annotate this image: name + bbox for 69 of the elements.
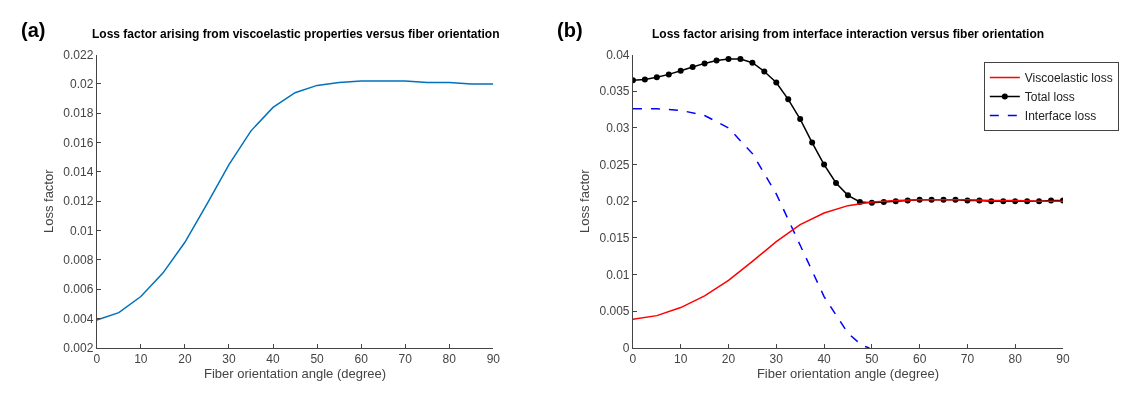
y-axis-title: Loss factor [577, 168, 593, 234]
y-tick-label: 0.008 [63, 253, 94, 268]
point [821, 161, 828, 168]
x-axis-title: Fiber orientation angle (degree) [756, 366, 940, 382]
point [653, 74, 660, 81]
line-series [96, 80, 494, 321]
y-tick-label: 0.02 [606, 194, 630, 209]
text: (b) [557, 19, 583, 41]
point [725, 56, 732, 62]
x-tick-label: 80 [1008, 352, 1023, 367]
chart-title: Loss factor arising from interface interaction versus fiber orientation [652, 27, 1045, 41]
x-tick-label: 20 [721, 352, 736, 367]
x-tick-label: 60 [354, 352, 369, 367]
y-tick-label: 0.02 [70, 77, 94, 92]
y-tick-label: 0.04 [606, 47, 630, 62]
y-tick-label: 0.035 [599, 84, 630, 99]
point [665, 71, 672, 78]
y-tick-label: 0.005 [599, 304, 630, 319]
y-tick-label: 0.03 [606, 121, 630, 136]
y-axis-title: Loss factor [41, 168, 57, 234]
y-tick-label: 0.006 [63, 282, 94, 297]
line-series [632, 108, 871, 348]
x-tick-label: 40 [266, 352, 281, 367]
legend-label: Interface loss [1024, 109, 1097, 124]
x-tick-label: 50 [310, 352, 325, 367]
point [773, 79, 780, 86]
legend-label: Viscoelastic loss [1024, 71, 1113, 86]
point [833, 179, 840, 186]
x-tick-label: 80 [442, 352, 457, 367]
y-tick-label: 0.01 [606, 267, 630, 282]
x-tick-label: 40 [817, 352, 832, 367]
y-tick-label: 0.014 [63, 165, 94, 180]
point [785, 96, 792, 103]
x-tick-label: 30 [222, 352, 236, 367]
y-tick-label: 0.01 [70, 223, 94, 238]
x-tick-label: 20 [178, 352, 192, 367]
x-tick-label: 70 [960, 352, 975, 367]
y-tick-label: 0.012 [63, 194, 94, 209]
x-tick-label: 30 [769, 352, 784, 367]
point [701, 60, 708, 67]
x-tick-label: 10 [134, 352, 148, 367]
point [844, 192, 851, 199]
y-tick-label: 0 [622, 341, 630, 356]
point [677, 67, 684, 74]
chart-title: Loss factor arising from viscoelastic properties versus fiber orientation [92, 27, 500, 41]
y-tick-label: 0.018 [63, 106, 94, 121]
text: (a) [21, 19, 46, 41]
point [749, 59, 756, 66]
x-tick-label: 90 [1056, 352, 1070, 367]
point [797, 116, 804, 123]
y-tick-label: 0.022 [63, 47, 94, 62]
point [713, 57, 720, 64]
point [689, 64, 696, 71]
x-tick-label: 60 [912, 352, 927, 367]
x-tick-label: 10 [674, 352, 688, 367]
point [761, 68, 768, 75]
x-tick-label: 90 [486, 352, 501, 367]
y-tick-label: 0.025 [599, 157, 630, 172]
x-tick-label: 50 [865, 352, 879, 367]
y-tick-label: 0.002 [63, 341, 94, 356]
x-axis-title: Fiber orientation angle (degree) [203, 366, 387, 382]
point [737, 56, 744, 62]
y-tick-label: 0.004 [63, 311, 94, 326]
y-tick-label: 0.016 [63, 135, 94, 150]
y-tick-label: 0.015 [599, 231, 630, 246]
x-tick-label: 70 [398, 352, 413, 367]
point [641, 76, 648, 83]
point [809, 139, 816, 146]
legend-label: Total loss [1024, 90, 1075, 105]
